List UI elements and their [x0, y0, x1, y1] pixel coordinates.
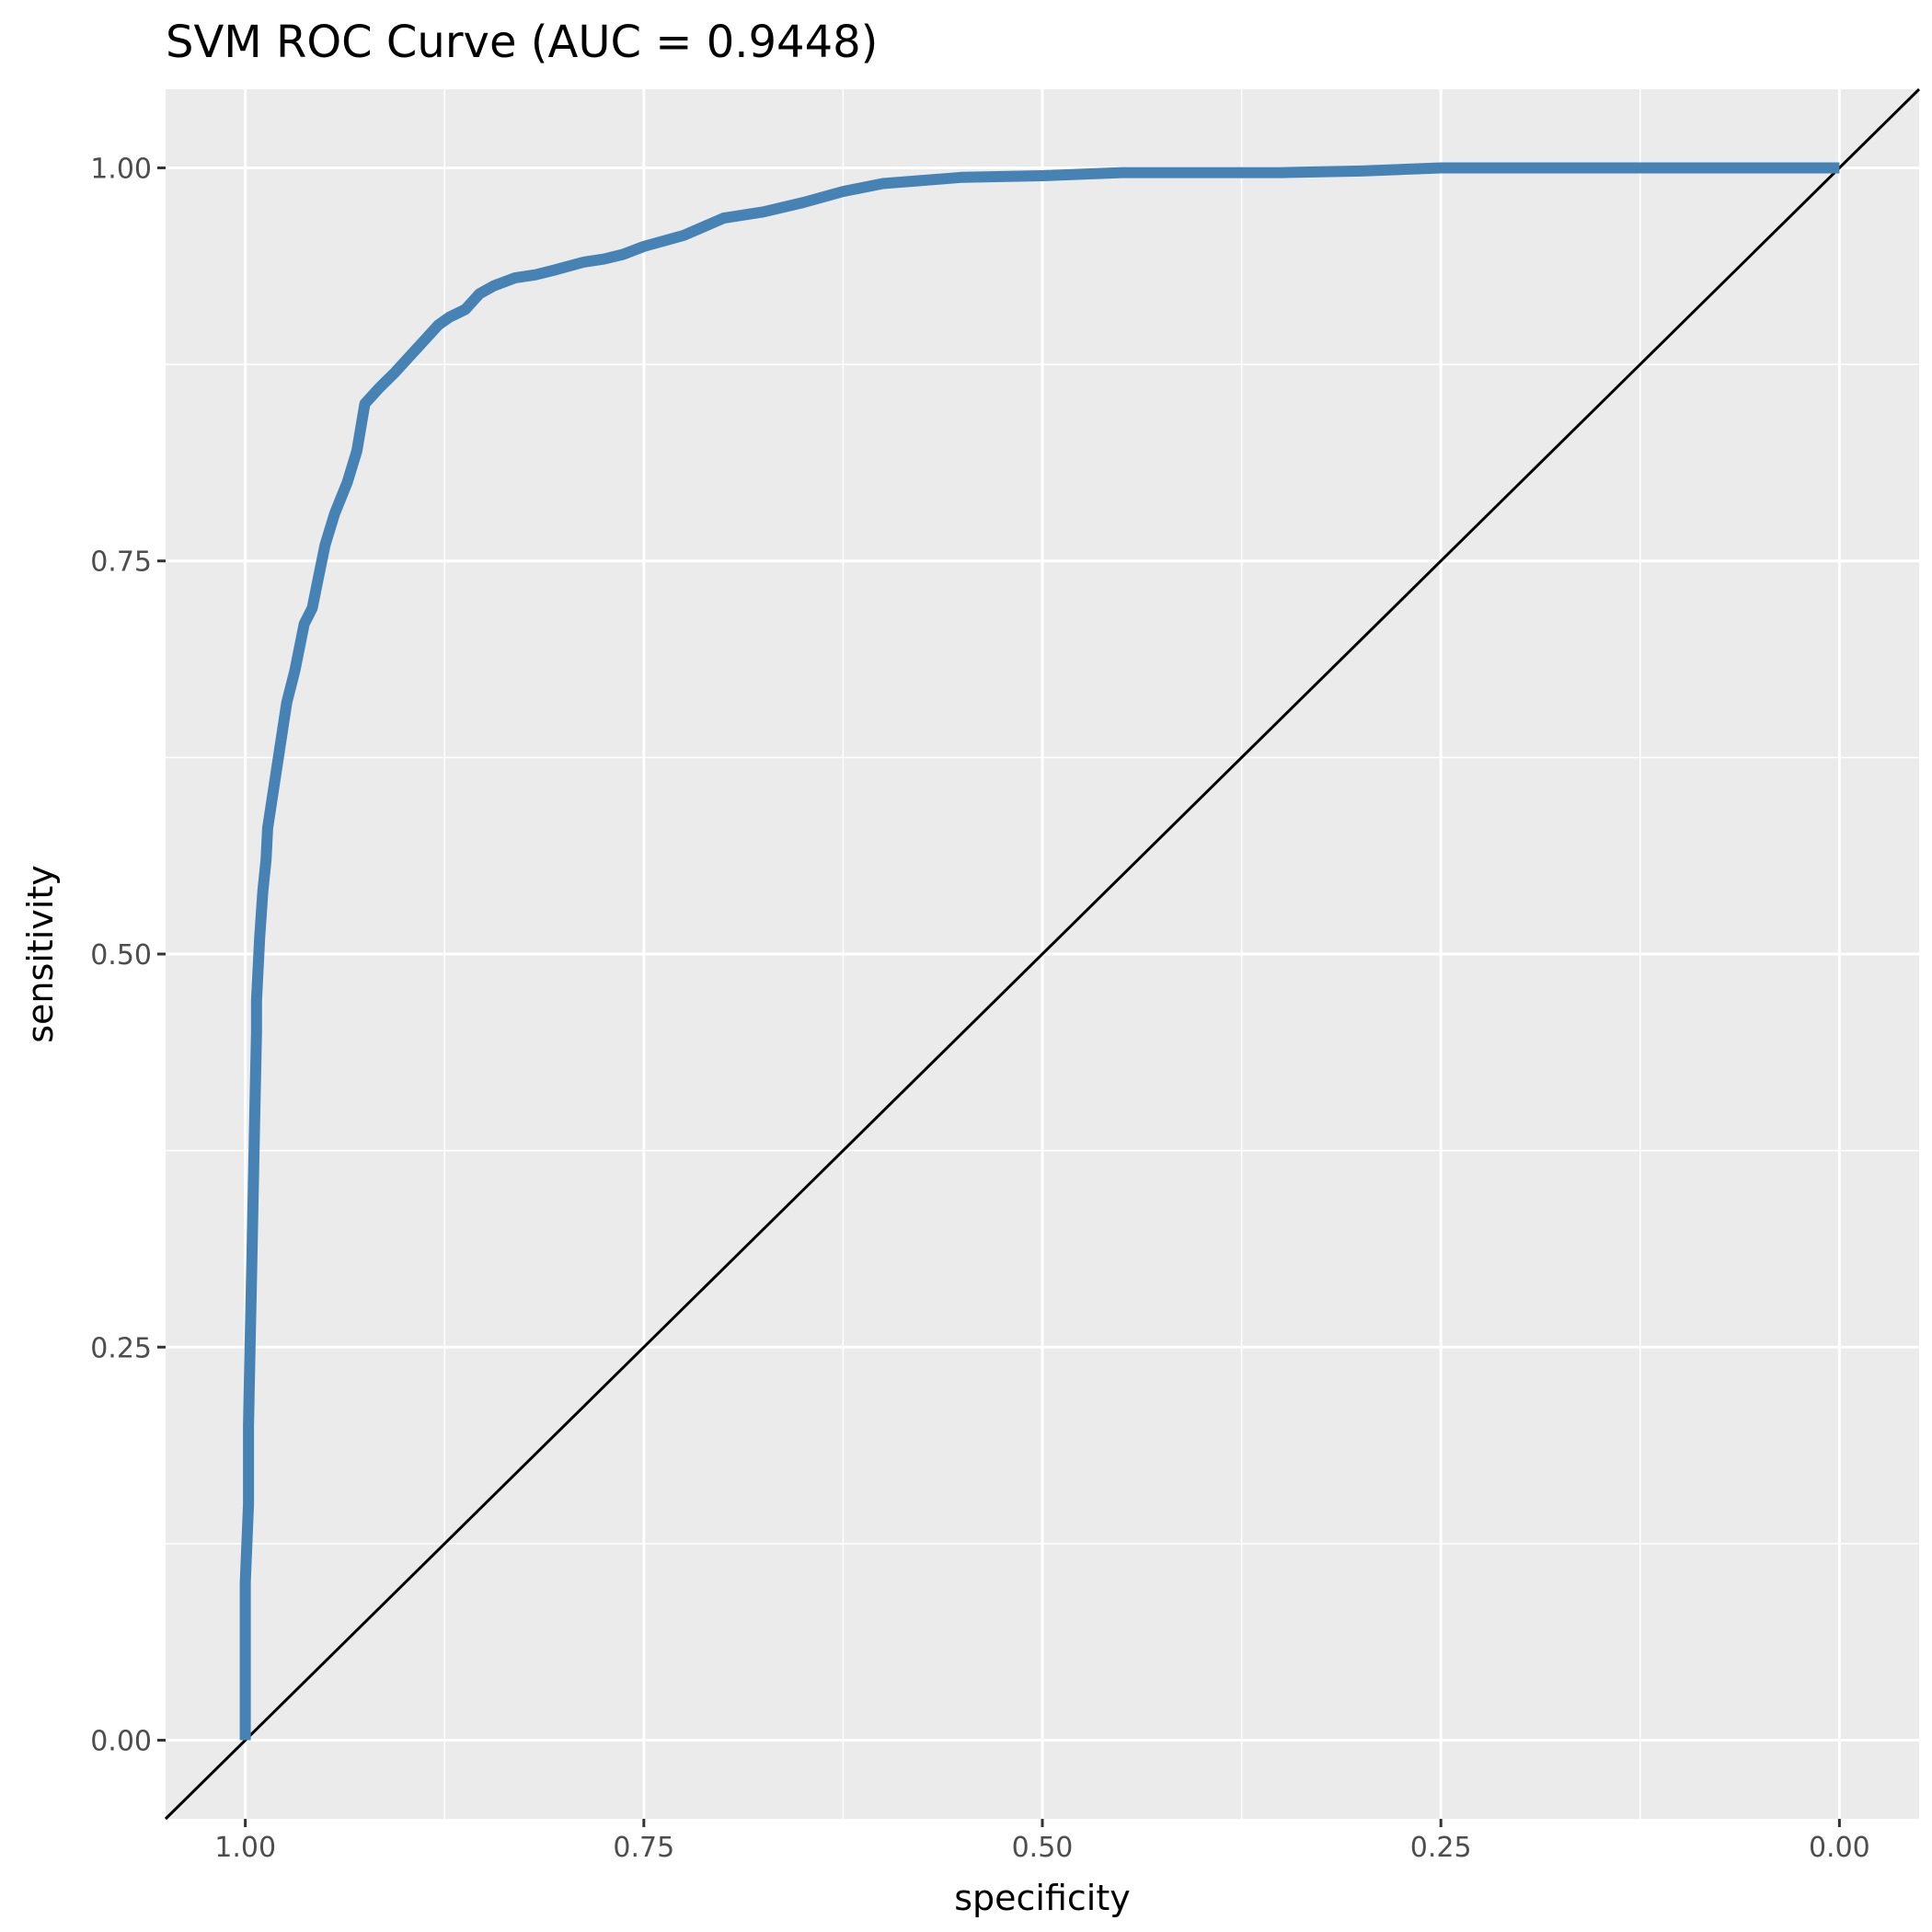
x-axis-title: specificity — [954, 1878, 1131, 1918]
x-axis: 1.00 0.75 0.50 0.25 0.00 — [214, 1819, 1870, 1864]
y-axis: 0.00 0.25 0.50 0.75 1.00 — [90, 153, 166, 1758]
y-tick-label-1: 0.25 — [90, 1332, 152, 1364]
x-tick-label-1: 0.75 — [613, 1832, 674, 1864]
y-tick-label-3: 0.75 — [90, 546, 152, 579]
reference-line-layer — [164, 87, 1921, 1821]
x-tick-label-3: 0.25 — [1410, 1832, 1472, 1864]
y-tick-label-4: 1.00 — [90, 153, 152, 185]
roc-curve-layer — [239, 162, 1840, 1741]
roc-curve-line — [239, 162, 1840, 1741]
x-tick-label-2: 0.50 — [1012, 1832, 1074, 1864]
x-tick-label-0: 1.00 — [214, 1832, 276, 1864]
chart-title: SVM ROC Curve (AUC = 0.9448) — [166, 17, 878, 68]
y-axis-title: sensitivity — [20, 865, 61, 1043]
reference-diagonal-line — [164, 87, 1921, 1821]
x-tick-label-4: 0.00 — [1809, 1832, 1870, 1864]
y-tick-label-2: 0.50 — [90, 939, 152, 972]
y-tick-label-0: 0.00 — [90, 1726, 152, 1758]
